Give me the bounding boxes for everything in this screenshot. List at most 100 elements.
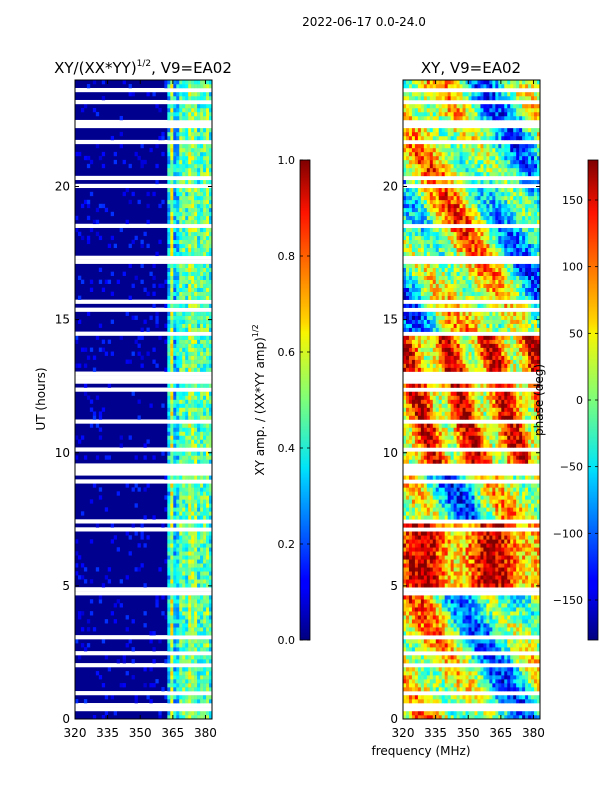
amplitude-cell <box>95 567 100 572</box>
phase-cell <box>498 583 502 588</box>
phase-cell <box>459 535 463 540</box>
amplitude-cell <box>200 619 204 624</box>
phase-cell <box>420 567 425 572</box>
amplitude-cell <box>188 267 192 272</box>
amplitude-cell <box>209 327 212 332</box>
phase-cell <box>486 623 490 628</box>
phase-cell <box>447 431 451 436</box>
phase-cell <box>465 475 469 480</box>
amplitude-cell <box>194 251 198 257</box>
amplitude-cell <box>185 391 189 396</box>
amplitude-cell <box>188 239 192 245</box>
phase-cell <box>474 655 478 660</box>
amplitude-cell <box>122 80 126 85</box>
phase-cell <box>537 563 540 568</box>
phase-cell <box>441 699 445 704</box>
amplitude-cell <box>179 543 183 548</box>
amplitude-cell <box>146 483 150 488</box>
phase-cell <box>447 603 451 608</box>
phase-cell <box>498 559 502 564</box>
amplitude-flagged-row <box>75 375 212 380</box>
amplitude-cell <box>209 143 212 149</box>
amplitude-cell <box>155 251 159 257</box>
amplitude-cell <box>203 111 207 117</box>
amplitude-cell <box>89 499 94 504</box>
phase-cell <box>498 523 502 528</box>
amplitude-cell <box>182 163 186 169</box>
phase-cell <box>432 699 437 704</box>
phase-cell <box>531 487 535 492</box>
phase-cell <box>438 455 443 460</box>
amplitude-cell <box>191 135 195 141</box>
phase-cell <box>480 535 484 540</box>
phase-cell <box>429 439 434 444</box>
amplitude-cell <box>191 575 195 580</box>
amplitude-cell <box>185 399 189 404</box>
phase-cell <box>465 487 469 492</box>
phase-cell <box>426 443 431 448</box>
phase-cell <box>435 455 440 460</box>
phase-cell <box>465 511 469 516</box>
amplitude-cell <box>170 435 174 440</box>
phase-cell <box>411 503 416 508</box>
amplitude-cell <box>206 483 210 488</box>
amplitude-cell <box>86 83 91 89</box>
phase-cell <box>498 667 502 672</box>
amplitude-cell <box>182 103 186 109</box>
phase-cell <box>471 459 475 464</box>
amplitude-cell <box>200 275 204 280</box>
amplitude-cell <box>194 355 198 360</box>
amplitude-cell <box>86 203 91 209</box>
phase-cell <box>432 595 437 600</box>
phase-cell <box>480 455 484 460</box>
phase-cell <box>480 611 484 616</box>
amplitude-cell <box>206 179 210 185</box>
phase-cell <box>417 503 422 508</box>
phase-cell <box>403 495 407 500</box>
phase-cell <box>483 475 487 480</box>
phase-cell <box>531 683 535 688</box>
phase-cell <box>435 551 440 556</box>
amplitude-cell <box>176 187 180 193</box>
amplitude-cell <box>179 367 183 372</box>
phase-cell <box>507 491 511 496</box>
phase-cell <box>489 659 493 664</box>
phase-cell <box>462 595 466 600</box>
phase-cell <box>516 439 520 444</box>
amplitude-cell <box>200 639 204 644</box>
phase-cell <box>516 543 520 548</box>
phase-cell <box>483 643 487 648</box>
phase-cell <box>516 555 520 560</box>
phase-cell <box>444 715 448 719</box>
phase-cell <box>516 647 520 652</box>
phase-cell <box>537 599 540 604</box>
phase-cell <box>501 579 505 584</box>
amplitude-cell <box>80 643 85 648</box>
phase-cell <box>498 579 502 584</box>
phase-cell <box>465 563 469 568</box>
amplitude-cell <box>185 159 189 165</box>
amplitude-cell <box>206 407 210 412</box>
amplitude-cell <box>194 715 198 719</box>
phase-cell <box>432 583 437 588</box>
amplitude-cell <box>188 403 192 408</box>
phase-cell <box>453 575 457 580</box>
phase-cell <box>408 559 413 564</box>
phase-cell <box>411 643 416 648</box>
phase-cell <box>450 603 454 608</box>
amplitude-cell <box>173 179 177 185</box>
amplitude-cell <box>197 291 201 296</box>
phase-cell <box>477 563 481 568</box>
amplitude-cell <box>176 135 180 141</box>
phase-cell <box>429 563 434 568</box>
amplitude-cell <box>182 383 186 388</box>
phase-cell <box>516 499 520 504</box>
amplitude-cell <box>131 647 135 652</box>
amplitude-cell <box>209 199 212 205</box>
amplitude-cell <box>188 323 192 328</box>
phase-cell <box>441 491 445 496</box>
phase-cell <box>537 615 540 620</box>
amplitude-cell <box>155 603 159 608</box>
phase-cell <box>435 495 440 500</box>
phase-cell <box>495 547 499 552</box>
